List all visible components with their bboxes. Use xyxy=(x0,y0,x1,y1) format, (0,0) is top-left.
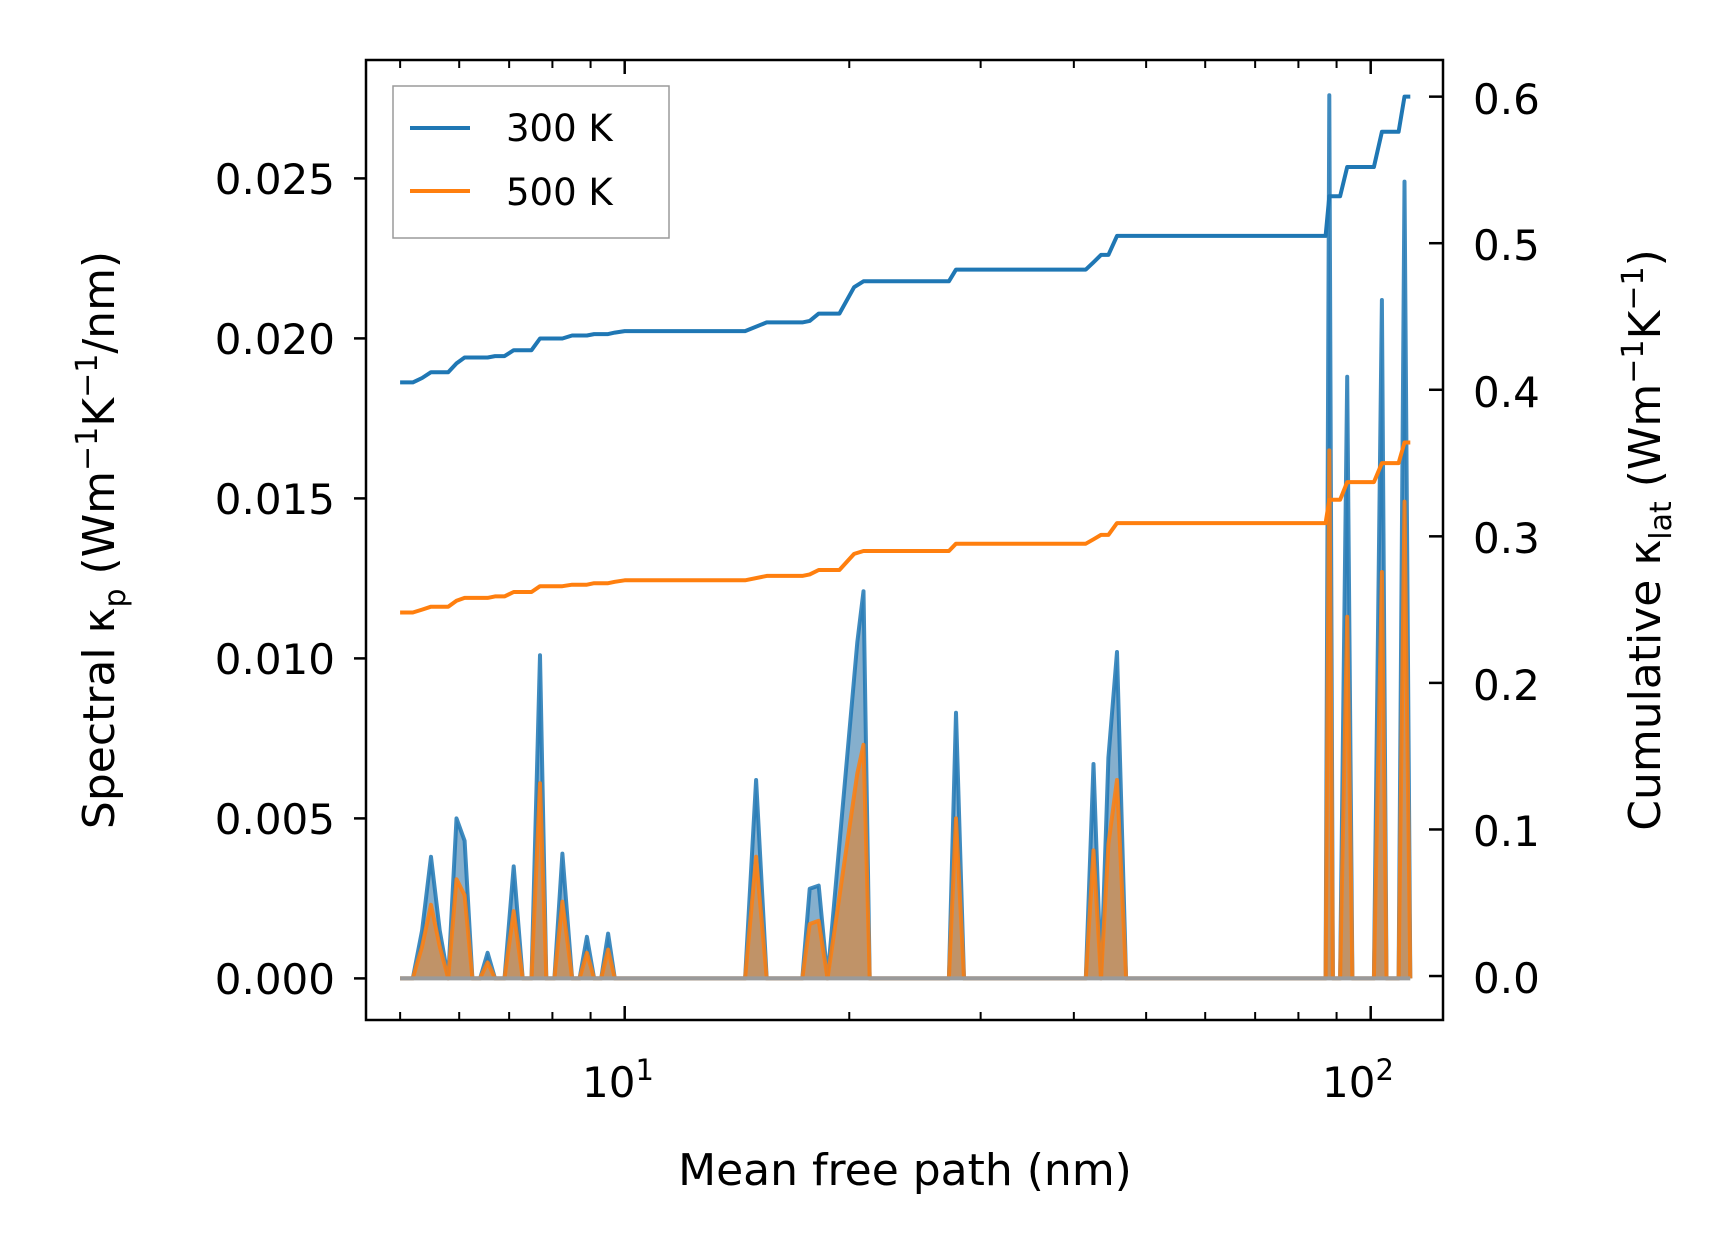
cumulative-series-layer xyxy=(400,94,1411,615)
right-tick-label: 0.0 xyxy=(1473,954,1540,1003)
right-tick-label: 0.1 xyxy=(1473,807,1540,856)
x-axis-label: Mean free path (nm) xyxy=(678,1145,1132,1196)
left-tick-label: 0.020 xyxy=(215,315,335,364)
cumulative-line-500K xyxy=(400,440,1411,615)
left-tick-label: 0.000 xyxy=(215,955,335,1004)
left-tick-label: 0.005 xyxy=(215,795,335,844)
legend-label-500K: 500 K xyxy=(506,171,614,214)
x-tick-label-10: 101 xyxy=(582,1053,654,1107)
left-tick-label: 0.025 xyxy=(215,155,335,204)
right-tick-label: 0.5 xyxy=(1473,221,1540,270)
right-tick-label: 0.3 xyxy=(1473,514,1540,563)
legend: 300 K 500 K xyxy=(392,85,670,239)
left-tick-label: 0.015 xyxy=(215,475,335,524)
legend-box xyxy=(392,85,670,239)
right-tick-label: 0.6 xyxy=(1473,75,1540,124)
right-tick-label: 0.2 xyxy=(1473,661,1540,710)
right-axis-label: Cumulative κlat (Wm−1K−1) xyxy=(1616,249,1679,831)
ticks-layer xyxy=(354,60,1443,1020)
plot-frame xyxy=(364,58,1445,1022)
right-tick-label: 0.4 xyxy=(1473,368,1540,417)
right-axis-tick-labels: 0.0 0.1 0.2 0.3 0.4 0.5 0.6 xyxy=(1473,75,1540,1003)
left-axis-label: Spectral κp (Wm−1K−1/nm) xyxy=(70,251,133,829)
spectral-series-layer xyxy=(400,93,1413,981)
legend-label-300K: 300 K xyxy=(506,107,614,150)
x-tick-label-100: 102 xyxy=(1322,1053,1394,1107)
cumulative-line-300K xyxy=(400,94,1411,385)
x-axis-tick-labels: 101 102 xyxy=(582,1053,1394,1107)
left-axis-tick-labels: 0.000 0.005 0.010 0.015 0.020 0.025 xyxy=(215,155,335,1004)
left-tick-label: 0.010 xyxy=(215,635,335,684)
